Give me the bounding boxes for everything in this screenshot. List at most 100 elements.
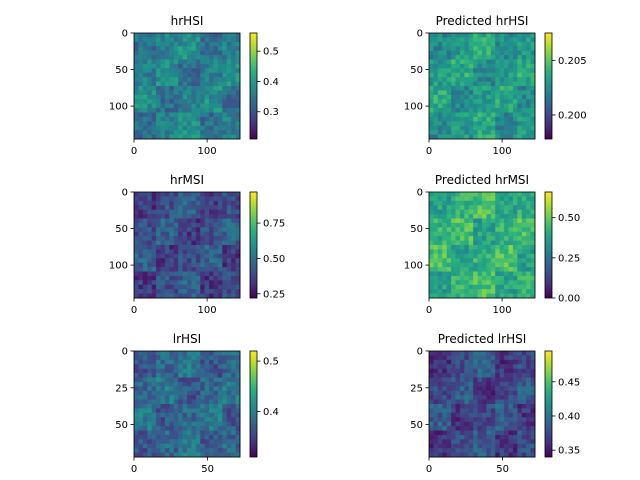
heatmap-cell xyxy=(486,421,492,427)
heatmap-cell xyxy=(495,218,501,224)
heatmap-cell xyxy=(482,37,487,43)
heatmap-cell xyxy=(151,205,157,211)
heatmap-cell xyxy=(160,90,166,96)
heatmap-cell xyxy=(437,121,443,127)
heatmap-cell xyxy=(442,50,448,56)
heatmap-cell xyxy=(459,408,465,414)
heatmap-cell xyxy=(446,59,452,65)
heatmap-cell xyxy=(213,55,219,60)
heatmap-cell xyxy=(222,81,228,87)
heatmap-cell xyxy=(164,377,170,383)
heatmap-cell xyxy=(495,267,501,272)
heatmap-cell xyxy=(526,134,531,140)
heatmap-cell xyxy=(490,426,496,431)
heatmap-cell xyxy=(455,121,461,127)
heatmap-cell xyxy=(468,63,474,69)
heatmap-cell xyxy=(468,125,474,131)
heatmap-cell xyxy=(231,271,236,277)
heatmap-cell xyxy=(446,108,452,113)
heatmap-cell xyxy=(142,205,148,211)
heatmap-cell xyxy=(213,86,219,91)
heatmap-cell xyxy=(446,50,452,56)
heatmap-cell xyxy=(191,390,197,396)
heatmap-cell xyxy=(156,116,161,122)
heatmap-cell xyxy=(151,81,157,87)
heatmap-cell xyxy=(187,68,192,74)
heatmap-cell xyxy=(429,192,434,197)
colorbar-gradient xyxy=(544,191,553,299)
heatmap-cell xyxy=(235,351,241,356)
heatmap-cell xyxy=(459,439,465,445)
heatmap-cell xyxy=(486,408,492,414)
heatmap-cell xyxy=(134,381,139,387)
heatmap-cell xyxy=(138,33,144,38)
heatmap-cell xyxy=(482,351,487,356)
heatmap-cell xyxy=(173,355,179,361)
heatmap-cell xyxy=(200,417,206,423)
heatmap-cell xyxy=(226,364,232,370)
heatmap-cell xyxy=(521,209,527,215)
heatmap-cell xyxy=(442,205,448,211)
heatmap-cell xyxy=(231,222,236,228)
heatmap-cell xyxy=(495,271,501,277)
heatmap-cell xyxy=(508,209,514,215)
heatmap-cell xyxy=(517,390,523,396)
heatmap-cell xyxy=(468,134,474,140)
heatmap-cell xyxy=(482,359,487,365)
heatmap-cell xyxy=(209,130,214,135)
heatmap-cell xyxy=(151,90,157,96)
heatmap-cell xyxy=(138,386,144,392)
heatmap-cell xyxy=(477,240,483,246)
heatmap-cell xyxy=(231,125,236,131)
heatmap-cell xyxy=(437,112,443,118)
heatmap-cell xyxy=(142,46,148,52)
heatmap-cell xyxy=(464,434,470,440)
heatmap-cell xyxy=(526,271,531,277)
heatmap-cell xyxy=(169,50,175,56)
heatmap-cell xyxy=(169,72,175,78)
heatmap-cell xyxy=(226,77,232,82)
axes-frame xyxy=(133,350,241,458)
heatmap-cell xyxy=(182,262,188,268)
heatmap-cell xyxy=(173,280,179,286)
heatmap-cell xyxy=(521,439,527,445)
heatmap-cell xyxy=(235,121,241,127)
heatmap-cell xyxy=(222,196,228,202)
heatmap-cell xyxy=(442,196,448,202)
heatmap-cell xyxy=(517,81,523,87)
heatmap-cell xyxy=(169,192,175,197)
heatmap-cell xyxy=(486,443,492,449)
heatmap-cell xyxy=(446,94,452,100)
heatmap-cell xyxy=(226,452,232,458)
heatmap-cell xyxy=(160,209,166,215)
heatmap-cell xyxy=(156,134,161,140)
heatmap-cell xyxy=(433,368,439,374)
heatmap-cell xyxy=(191,231,197,237)
heatmap-cell xyxy=(222,72,228,78)
heatmap-cell xyxy=(217,386,223,392)
heatmap-cell xyxy=(156,231,161,237)
heatmap-cell xyxy=(446,112,452,118)
heatmap-cell xyxy=(195,289,201,294)
heatmap-cell xyxy=(451,59,456,65)
heatmap-cell xyxy=(530,125,536,131)
heatmap-cell xyxy=(442,417,448,423)
heatmap-cell xyxy=(482,426,487,431)
heatmap-cell xyxy=(512,448,518,453)
heatmap-cell xyxy=(231,196,236,202)
heatmap-cell xyxy=(526,205,531,211)
heatmap-cell xyxy=(160,222,166,228)
heatmap-cell xyxy=(437,395,443,400)
heatmap-cell xyxy=(468,121,474,127)
heatmap-cell xyxy=(134,408,139,414)
heatmap-cell xyxy=(231,417,236,423)
heatmap-cell xyxy=(433,94,439,100)
heatmap-cell xyxy=(512,134,518,140)
heatmap-cell xyxy=(459,426,465,431)
heatmap-cell xyxy=(138,249,144,255)
heatmap-cell xyxy=(200,404,206,409)
heatmap-cell xyxy=(191,381,197,387)
heatmap-cell xyxy=(530,218,536,224)
heatmap-cell xyxy=(459,245,465,250)
heatmap-cell xyxy=(508,364,514,370)
